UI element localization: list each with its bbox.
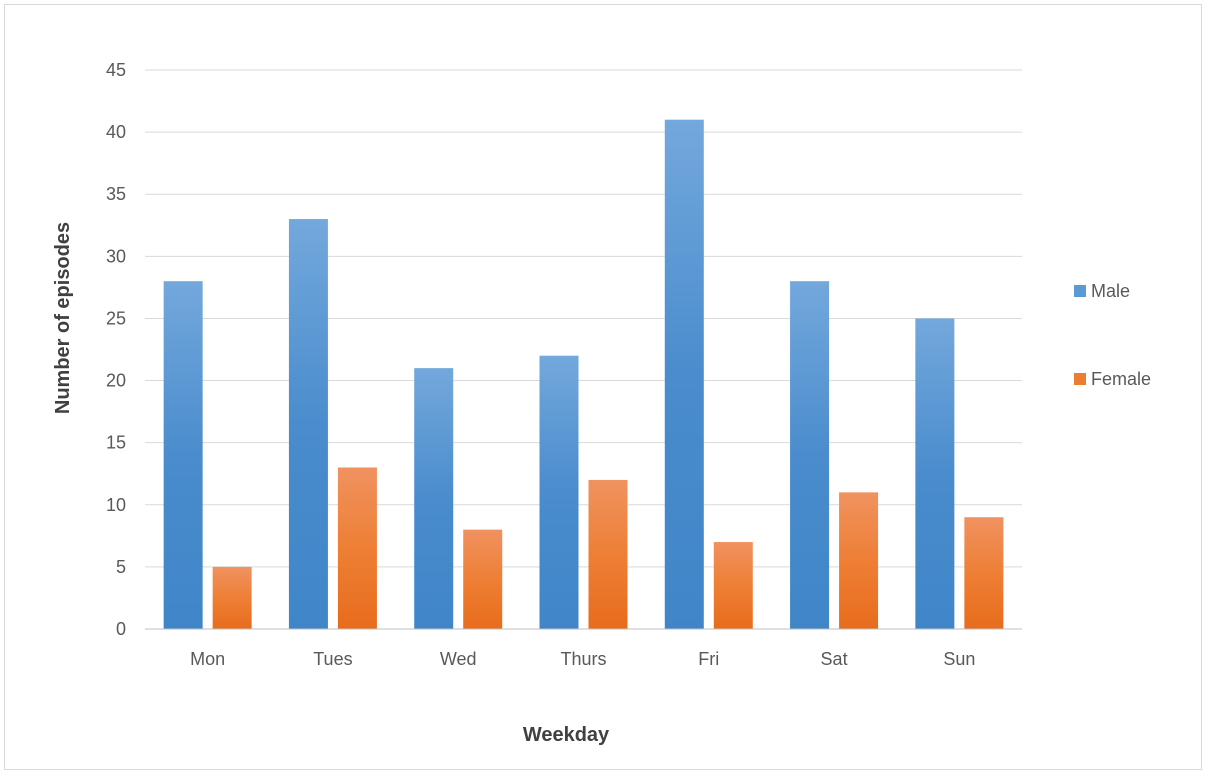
bar-female-wed [463, 529, 503, 629]
x-tick-label: Mon [190, 649, 225, 669]
bar-female-fri [713, 542, 753, 629]
x-axis-ticks: Mon Tues Wed Thurs Fri Sat Sun [190, 649, 975, 669]
bar-male-sun [915, 318, 955, 629]
bar-male-wed [414, 368, 454, 629]
gridlines [145, 69, 1022, 568]
bar-male-thurs [539, 355, 579, 629]
bar-male-tues [288, 219, 328, 630]
y-tick-label: 45 [106, 60, 126, 80]
bar-female-tues [337, 467, 377, 629]
legend-swatch-male [1074, 285, 1086, 297]
legend-label-male: Male [1091, 281, 1130, 301]
y-tick-label: 0 [116, 619, 126, 639]
y-axis-ticks: 0 5 10 15 20 25 30 35 40 45 [106, 60, 126, 639]
x-tick-label: Sun [943, 649, 975, 669]
y-tick-label: 40 [106, 122, 126, 142]
y-axis-title: Number of episodes [52, 222, 74, 414]
bar-male-fri [664, 119, 704, 629]
x-tick-label: Fri [698, 649, 719, 669]
y-tick-label: 15 [106, 433, 126, 453]
y-tick-label: 25 [106, 308, 126, 328]
x-tick-label: Sat [821, 649, 848, 669]
bar-male-sat [790, 281, 830, 629]
bar-female-mon [212, 566, 252, 629]
bars [163, 119, 1004, 630]
legend-swatch-female [1074, 373, 1086, 385]
bar-female-sat [839, 492, 879, 629]
legend-label-female: Female [1091, 369, 1151, 389]
bar-female-sun [964, 517, 1004, 629]
x-tick-label: Wed [440, 649, 477, 669]
y-tick-label: 35 [106, 184, 126, 204]
bar-male-mon [163, 281, 203, 629]
x-tick-label: Thurs [560, 649, 606, 669]
y-tick-label: 5 [116, 557, 126, 577]
bar-female-thurs [588, 479, 628, 629]
y-tick-label: 20 [106, 371, 126, 391]
y-tick-label: 10 [106, 495, 126, 515]
x-axis-title: Weekday [523, 724, 610, 746]
x-tick-label: Tues [313, 649, 352, 669]
y-tick-label: 30 [106, 246, 126, 266]
legend: Male Female [1074, 281, 1151, 389]
